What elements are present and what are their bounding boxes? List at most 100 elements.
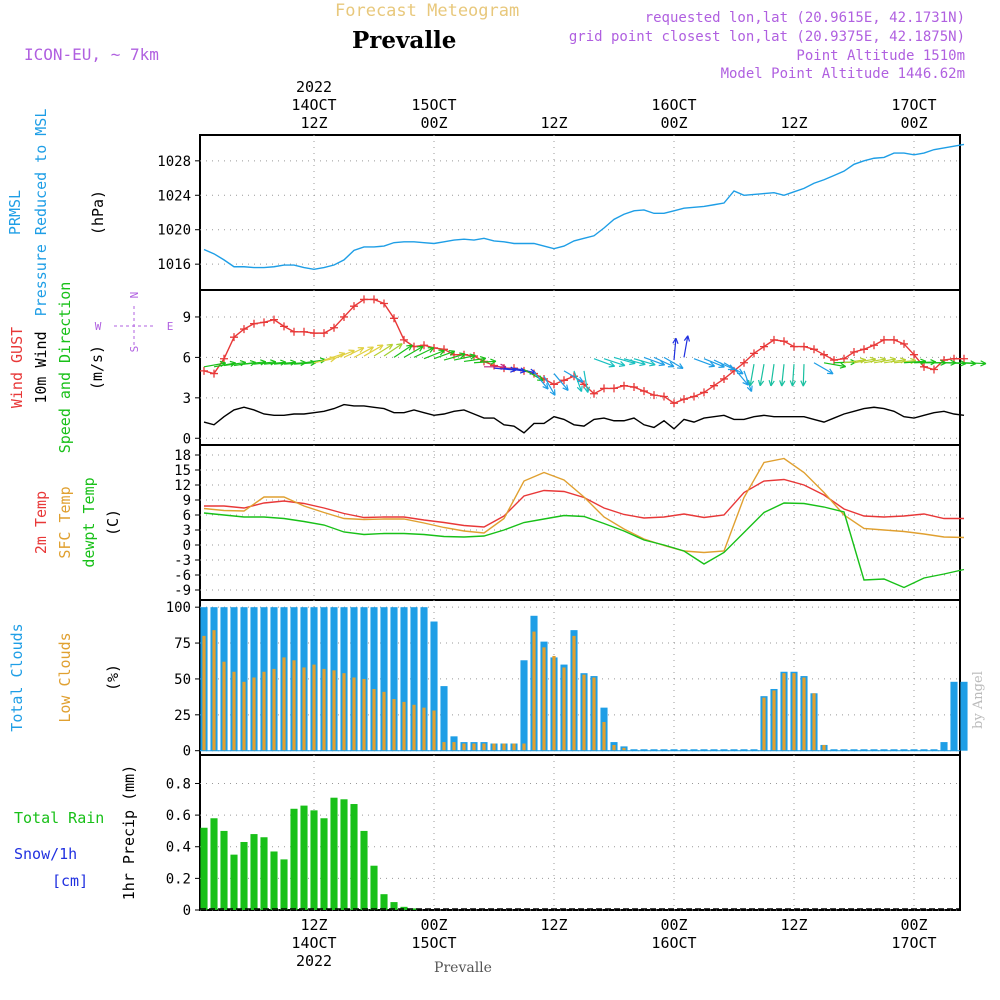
series-line	[203, 502, 965, 589]
y-tick-label: 75	[174, 636, 191, 652]
bar	[750, 749, 758, 751]
series-point	[740, 358, 748, 367]
wind-arrow	[770, 364, 775, 386]
panel-wind	[114, 289, 987, 446]
bar	[382, 691, 386, 751]
series-point	[780, 337, 788, 346]
wind-arrow	[583, 370, 589, 393]
bar	[612, 744, 616, 751]
wind-arrow-head	[549, 389, 556, 396]
series-point	[290, 327, 298, 336]
bar	[960, 681, 968, 751]
wind-arrow	[863, 358, 886, 364]
wind-arrow-head	[708, 361, 716, 368]
compass-n: N	[128, 292, 141, 299]
wind-arrow	[613, 356, 636, 365]
series-point	[680, 395, 688, 404]
top-time-label: 00Z	[420, 114, 447, 132]
series-point	[390, 314, 398, 323]
bar	[772, 690, 776, 751]
wind-arrow	[653, 356, 675, 368]
bar	[282, 657, 286, 751]
wind-arrow	[363, 344, 384, 357]
wind-arrow-head	[367, 346, 374, 353]
series-point	[420, 341, 428, 350]
bar	[422, 707, 426, 751]
wind-arrow	[802, 364, 805, 387]
bar	[710, 749, 718, 751]
wind-arrow	[333, 349, 355, 360]
bar	[202, 635, 206, 751]
wind-arrow	[403, 345, 424, 358]
top-time-label: 17OCT	[891, 96, 936, 114]
wind-arrow-head	[406, 344, 413, 351]
series-point	[360, 295, 368, 304]
bar	[910, 749, 918, 751]
bar	[302, 667, 306, 751]
bar	[260, 837, 268, 910]
bottom-time-label: 12Z	[540, 916, 567, 934]
series-point	[380, 299, 388, 308]
y-axis-label: PRMSL	[6, 190, 24, 235]
wind-arrow	[203, 362, 226, 368]
wind-arrow	[323, 352, 346, 361]
requested-coords: requested lon,lat (20.9615E, 42.1731N)	[645, 10, 965, 26]
bottom-time-label: 15OCT	[411, 934, 456, 952]
bar	[280, 859, 288, 910]
bar	[492, 743, 496, 751]
bar	[762, 697, 766, 751]
series-point	[320, 329, 328, 338]
wind-arrow-head	[479, 355, 487, 363]
y-axis-label: Speed and Direction	[56, 282, 74, 454]
wind-arrow-head	[839, 362, 847, 369]
top-time-label: 12Z	[540, 114, 567, 132]
wind-arrow-head	[746, 385, 753, 392]
y-tick-label: 0.2	[166, 871, 191, 887]
series-point	[560, 376, 568, 385]
bar	[822, 744, 826, 751]
wind-arrow	[723, 362, 744, 375]
bar	[572, 635, 576, 751]
bar	[930, 749, 938, 751]
bar	[830, 749, 838, 751]
y-tick-label: 0	[183, 744, 191, 760]
bar	[330, 797, 338, 910]
bar	[552, 655, 556, 751]
bar	[400, 607, 408, 751]
bar	[240, 607, 248, 751]
bar	[472, 743, 476, 751]
wind-arrow-head	[980, 360, 987, 367]
bar	[380, 607, 388, 751]
y-tick-label: 1016	[157, 257, 191, 273]
wind-arrow	[313, 357, 336, 364]
series-point	[820, 350, 828, 359]
wind-arrow	[733, 367, 749, 386]
y-axis-label: Total Clouds	[8, 623, 26, 731]
bar	[272, 668, 276, 751]
bar	[250, 834, 258, 910]
series-point	[620, 381, 628, 390]
bar	[290, 808, 298, 910]
wind-arrow	[963, 362, 987, 365]
y-tick-label: 0	[183, 431, 191, 447]
bar	[310, 810, 318, 910]
bottom-time-label: 00Z	[660, 916, 687, 934]
series-point	[400, 335, 408, 344]
panel-frame	[199, 754, 961, 911]
series-point	[650, 391, 658, 400]
compass-w: W	[95, 320, 102, 333]
wind-arrow-head	[608, 361, 616, 368]
bar	[380, 894, 388, 910]
model-label: ICON-EU, ~ 7km	[24, 45, 159, 64]
wind-arrow	[663, 356, 684, 369]
bar	[342, 673, 346, 751]
panel-temperature	[195, 444, 965, 601]
y-tick-label: 9	[183, 310, 191, 326]
wind-arrow-head	[427, 347, 435, 353]
series-point	[610, 384, 618, 393]
series-point	[260, 318, 268, 327]
y-axis-label: Pressure Reduced to MSL	[32, 109, 50, 317]
bar	[690, 749, 698, 751]
bar	[442, 742, 446, 751]
wind-arrow	[749, 364, 755, 386]
